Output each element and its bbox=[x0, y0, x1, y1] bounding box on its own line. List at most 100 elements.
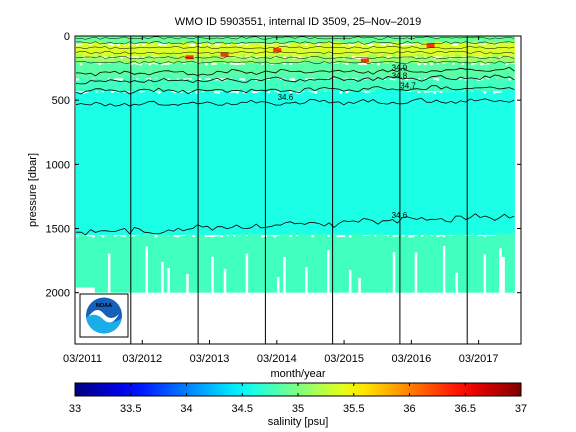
salinity-cell bbox=[85, 61, 90, 79]
salinity-cell bbox=[323, 36, 328, 44]
salinity-cell bbox=[442, 36, 446, 44]
profile-column bbox=[266, 36, 271, 293]
salinity-cell bbox=[160, 54, 165, 63]
salinity-cell bbox=[245, 76, 249, 92]
salinity-cell bbox=[182, 90, 187, 235]
profile-column bbox=[395, 36, 400, 293]
salinity-cell bbox=[141, 36, 146, 44]
salinity-cell bbox=[407, 44, 412, 57]
salinity-cell bbox=[241, 36, 246, 44]
salinity-cell bbox=[360, 235, 365, 293]
salinity-cell bbox=[101, 237, 105, 293]
salinity-cell bbox=[486, 36, 490, 44]
salinity-cell bbox=[119, 80, 124, 92]
profile-column bbox=[223, 36, 227, 269]
salinity-cell bbox=[298, 234, 302, 293]
salinity-cell bbox=[179, 56, 184, 63]
profile-column bbox=[169, 36, 174, 293]
salinity-cell bbox=[223, 54, 227, 63]
salinity-cell bbox=[338, 41, 343, 57]
salinity-cell bbox=[220, 42, 224, 57]
salinity-cell bbox=[310, 92, 315, 235]
salinity-cell bbox=[226, 236, 230, 293]
salinity-cell bbox=[332, 57, 337, 63]
salinity-cell bbox=[457, 36, 462, 44]
salinity-cell bbox=[126, 57, 130, 63]
salinity-cell bbox=[79, 232, 83, 288]
salinity-cell bbox=[185, 57, 190, 63]
salinity-cell bbox=[201, 60, 205, 79]
salinity-cell bbox=[126, 77, 130, 92]
salinity-cell bbox=[257, 36, 262, 44]
salinity-cell bbox=[338, 93, 343, 235]
salinity-cell bbox=[473, 41, 478, 57]
salinity-cell bbox=[232, 42, 237, 57]
colorbar-tick-label: 36.5 bbox=[455, 403, 476, 415]
profile-column bbox=[216, 36, 221, 293]
salinity-cell bbox=[79, 54, 83, 63]
salinity-cell bbox=[104, 235, 108, 293]
salinity-cell bbox=[482, 45, 487, 57]
salinity-cell bbox=[216, 54, 221, 63]
salinity-cell bbox=[151, 44, 155, 57]
salinity-cell bbox=[467, 235, 472, 293]
profile-column bbox=[404, 36, 409, 293]
salinity-cell bbox=[85, 36, 90, 44]
salinity-cell bbox=[282, 233, 287, 258]
salinity-cell bbox=[404, 234, 409, 293]
salinity-cell bbox=[207, 62, 212, 79]
salinity-cell bbox=[223, 233, 227, 269]
salinity-cell bbox=[207, 236, 212, 293]
profile-column bbox=[91, 36, 96, 288]
profile-column bbox=[389, 36, 393, 293]
profile-column bbox=[282, 36, 287, 258]
salinity-cell bbox=[229, 56, 234, 63]
salinity-cell bbox=[317, 36, 321, 44]
salinity-cell bbox=[360, 78, 365, 92]
salinity-cell bbox=[429, 77, 434, 92]
upper-contour-line bbox=[75, 60, 515, 64]
salinity-cell bbox=[454, 36, 459, 44]
salinity-cell bbox=[345, 55, 349, 63]
salinity-cell bbox=[91, 78, 96, 92]
salinity-cell bbox=[245, 90, 249, 235]
salinity-cell bbox=[198, 45, 202, 57]
salinity-cell bbox=[476, 80, 481, 92]
salinity-cell bbox=[207, 57, 212, 63]
salinity-cell bbox=[354, 58, 359, 63]
salinity-cell bbox=[479, 235, 484, 293]
salinity-cell bbox=[223, 80, 227, 92]
profile-column bbox=[101, 36, 105, 293]
profile-column bbox=[76, 36, 80, 288]
profile-column bbox=[442, 36, 446, 246]
salinity-cell bbox=[82, 93, 86, 235]
salinity-cell bbox=[495, 44, 500, 57]
salinity-cell bbox=[144, 54, 149, 63]
salinity-cell bbox=[210, 36, 215, 44]
salinity-cell bbox=[395, 41, 400, 57]
salinity-cell bbox=[351, 78, 356, 92]
salinity-cell bbox=[504, 233, 509, 293]
salinity-cell bbox=[179, 36, 184, 44]
salinity-cell bbox=[204, 56, 209, 63]
salinity-cell bbox=[132, 76, 137, 92]
salinity-cell bbox=[148, 232, 152, 293]
salinity-cell bbox=[329, 44, 334, 57]
salinity-cell bbox=[295, 36, 299, 44]
salinity-cell bbox=[313, 55, 318, 63]
salinity-cell bbox=[357, 232, 362, 279]
salinity-cell bbox=[79, 36, 83, 44]
salinity-cell bbox=[166, 36, 171, 44]
salinity-cell bbox=[351, 45, 356, 57]
salinity-cell bbox=[194, 64, 199, 79]
salinity-cell bbox=[266, 93, 271, 235]
salinity-cell bbox=[373, 42, 378, 57]
salinity-cell bbox=[185, 42, 190, 57]
salinity-cell bbox=[382, 54, 387, 63]
salinity-cell bbox=[320, 77, 324, 92]
profile-column bbox=[132, 36, 137, 293]
profile-column bbox=[423, 36, 428, 293]
salinity-cell bbox=[288, 44, 293, 57]
salinity-cell bbox=[107, 79, 112, 92]
x-tick-label: 03/2011 bbox=[63, 353, 102, 365]
